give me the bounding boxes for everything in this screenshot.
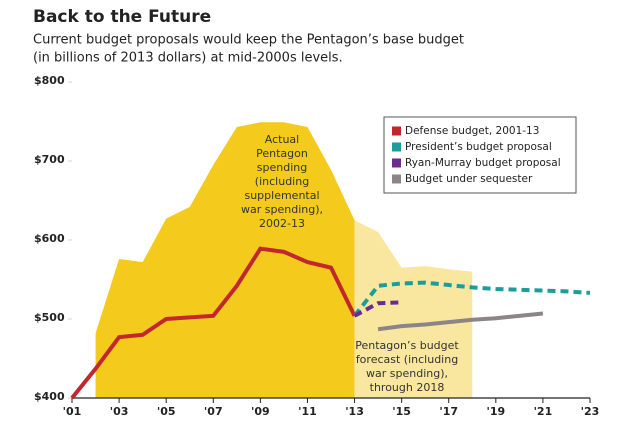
x-tick-label: '17 xyxy=(439,405,458,418)
legend-label: Defense budget, 2001-13 xyxy=(405,125,539,137)
x-tick-label: '13 xyxy=(345,405,364,418)
area xyxy=(354,220,473,398)
annotation: Pentagon’s budget xyxy=(355,339,459,352)
y-tick-label: $700 xyxy=(34,153,65,166)
annotation: Actual xyxy=(265,133,299,146)
legend-label: Budget under sequester xyxy=(405,173,533,185)
legend-label: President’s budget proposal xyxy=(405,141,552,153)
x-tick-label: '03 xyxy=(110,405,129,418)
x-tick-label: '07 xyxy=(204,405,223,418)
line xyxy=(353,300,402,318)
legend-box xyxy=(383,116,577,194)
annotation: Pentagon xyxy=(256,147,308,160)
x-tick-label: '11 xyxy=(298,405,317,418)
x-tick-label: '23 xyxy=(581,405,600,418)
x-tick-label: '01 xyxy=(63,405,82,418)
annotation: (including xyxy=(255,175,309,188)
legend-swatch xyxy=(392,174,401,184)
annotation: through 2018 xyxy=(370,381,445,394)
legend-swatch xyxy=(392,158,401,168)
line xyxy=(70,246,357,400)
y-tick-label: $500 xyxy=(34,311,65,324)
y-tick-label: $800 xyxy=(34,74,65,87)
annotation: war spending), xyxy=(241,203,323,216)
annotation: supplemental xyxy=(244,189,319,202)
chart-subtitle: (in billions of 2013 dollars) at mid-200… xyxy=(33,51,343,66)
area xyxy=(95,122,355,398)
y-tick-label: $400 xyxy=(34,390,65,403)
y-tick-label: $600 xyxy=(34,232,65,245)
annotation: 2002-13 xyxy=(259,217,305,230)
legend-label: Ryan-Murray budget proposal xyxy=(405,157,561,169)
annotation: war spending), xyxy=(366,367,448,380)
line xyxy=(352,280,591,318)
x-tick-label: '15 xyxy=(392,405,411,418)
annotation: forecast (including xyxy=(356,353,458,366)
chart-subtitle: Current budget proposals would keep the … xyxy=(33,33,464,48)
x-tick-label: '09 xyxy=(251,405,270,418)
x-tick-label: '19 xyxy=(486,405,505,418)
line xyxy=(377,311,544,332)
chart-title: Back to the Future xyxy=(33,7,211,27)
x-tick-label: '21 xyxy=(534,405,553,418)
annotation: spending xyxy=(257,161,307,174)
legend-swatch xyxy=(392,126,401,136)
x-tick-label: '05 xyxy=(157,405,176,418)
legend-swatch xyxy=(392,142,401,152)
